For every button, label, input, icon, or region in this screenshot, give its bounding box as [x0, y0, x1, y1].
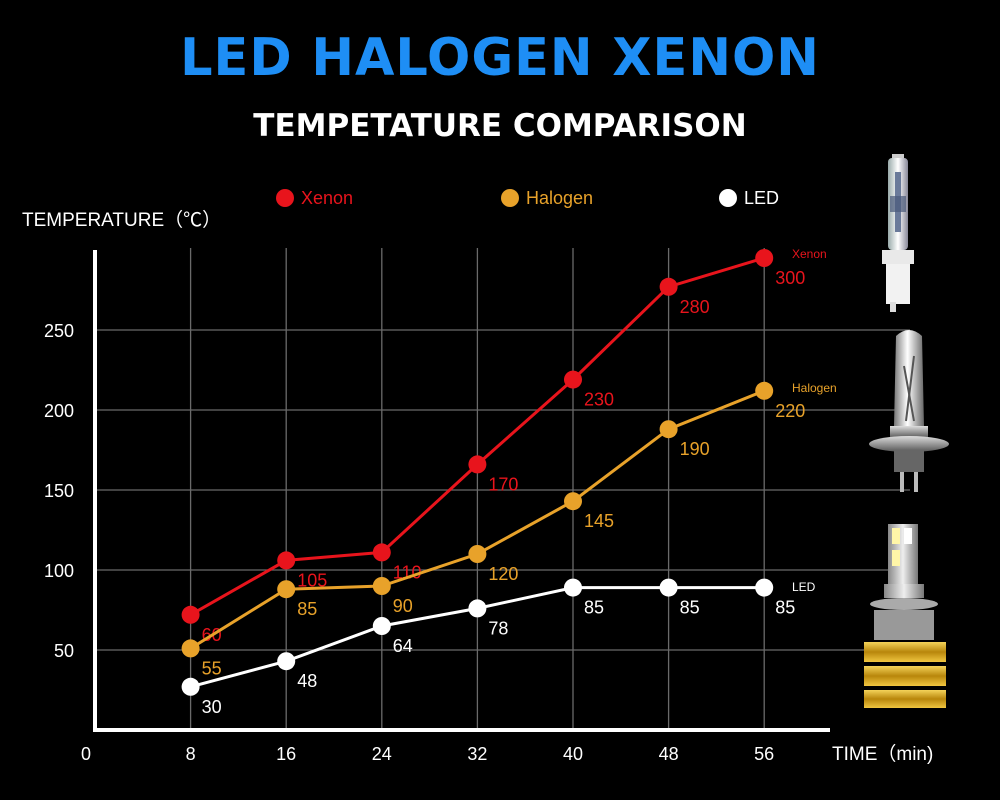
data-point-xenon	[659, 277, 678, 296]
data-label-halogen: 90	[393, 596, 413, 616]
end-label-halogen: Halogen	[792, 381, 837, 395]
data-label-xenon: 110	[393, 562, 422, 582]
data-point-led	[659, 578, 678, 597]
end-label-xenon: Xenon	[792, 247, 827, 261]
data-point-halogen	[659, 420, 678, 439]
x-tick-label: 48	[659, 744, 679, 764]
data-label-xenon: 230	[584, 390, 614, 410]
data-point-led	[564, 578, 582, 597]
data-point-halogen	[277, 580, 296, 599]
halogen-bulb-image	[869, 330, 949, 492]
data-label-xenon: 170	[488, 474, 518, 494]
series-led: 30 48 64 78 85 85 85 LED	[181, 578, 816, 717]
data-label-halogen: 190	[680, 439, 710, 459]
data-label-led: 85	[775, 598, 795, 618]
y-tick-label: 250	[44, 321, 74, 341]
x-tick-label: 40	[563, 744, 583, 764]
data-label-halogen: 85	[297, 599, 317, 619]
legend: Xenon Halogen LED	[276, 188, 779, 208]
legend-label: Xenon	[301, 188, 353, 208]
legend-label: LED	[744, 188, 779, 208]
x-axis-label: TIME（min)	[832, 743, 933, 765]
data-label-led: 85	[584, 598, 604, 618]
x-tick-label: 24	[372, 744, 392, 764]
x-tick-label: 0	[81, 744, 91, 764]
led-bulb-image	[864, 524, 946, 708]
chart-subtitle: TEMPETATURE COMPARISON	[253, 108, 747, 144]
data-label-led: 30	[202, 697, 222, 717]
data-point-xenon	[564, 370, 582, 389]
y-axis-label: TEMPERATURE（℃）	[22, 209, 221, 231]
data-label-halogen: 120	[488, 564, 518, 584]
y-tick-label: 100	[44, 561, 74, 581]
data-label-led: 64	[393, 636, 413, 656]
tick-labels: 0 8 16 24 32 40 48 56 50 100 150 200 250	[44, 321, 774, 764]
data-point-led	[372, 617, 391, 635]
data-label-led: 78	[488, 618, 508, 638]
xenon-bulb-image	[882, 154, 914, 312]
data-point-xenon	[755, 249, 774, 267]
x-tick-label: 56	[754, 744, 774, 764]
grid-lines	[95, 248, 910, 730]
y-tick-label: 150	[44, 481, 74, 501]
axes	[93, 250, 830, 732]
end-label-led: LED	[792, 580, 816, 594]
data-point-halogen	[372, 577, 391, 595]
x-tick-label: 32	[467, 744, 487, 764]
data-point-led	[755, 578, 774, 597]
data-point-xenon	[468, 455, 487, 474]
chart-title: LED HALOGEN XENON	[180, 28, 820, 88]
data-point-halogen	[755, 381, 774, 400]
y-tick-label: 50	[54, 641, 74, 661]
x-tick-label: 16	[276, 744, 296, 764]
data-label-xenon: 280	[680, 297, 710, 317]
data-point-halogen	[564, 492, 582, 511]
data-point-halogen	[181, 639, 200, 658]
x-tick-label: 8	[186, 744, 196, 764]
legend-item-led: LED	[719, 188, 779, 208]
data-point-xenon	[181, 605, 200, 624]
data-point-xenon	[277, 551, 296, 570]
data-label-xenon: 105	[297, 570, 327, 590]
data-label-led: 85	[680, 598, 700, 618]
data-point-led	[468, 599, 487, 618]
legend-marker	[719, 189, 737, 207]
legend-marker	[501, 189, 519, 207]
legend-marker	[276, 189, 294, 207]
data-point-led	[181, 677, 200, 696]
legend-label: Halogen	[526, 188, 593, 208]
data-label-led: 48	[297, 671, 317, 691]
data-point-halogen	[468, 545, 487, 563]
data-label-xenon: 300	[775, 268, 805, 288]
data-point-xenon	[372, 543, 391, 562]
y-tick-label: 200	[44, 401, 74, 421]
data-label-halogen: 55	[202, 658, 222, 678]
legend-item-xenon: Xenon	[276, 188, 353, 208]
data-point-led	[277, 652, 296, 671]
data-label-halogen: 220	[775, 401, 805, 421]
data-label-halogen: 145	[584, 511, 614, 531]
legend-item-halogen: Halogen	[501, 188, 593, 208]
series-halogen: 55 85 90 120 145 190 220 Halogen	[181, 381, 837, 678]
